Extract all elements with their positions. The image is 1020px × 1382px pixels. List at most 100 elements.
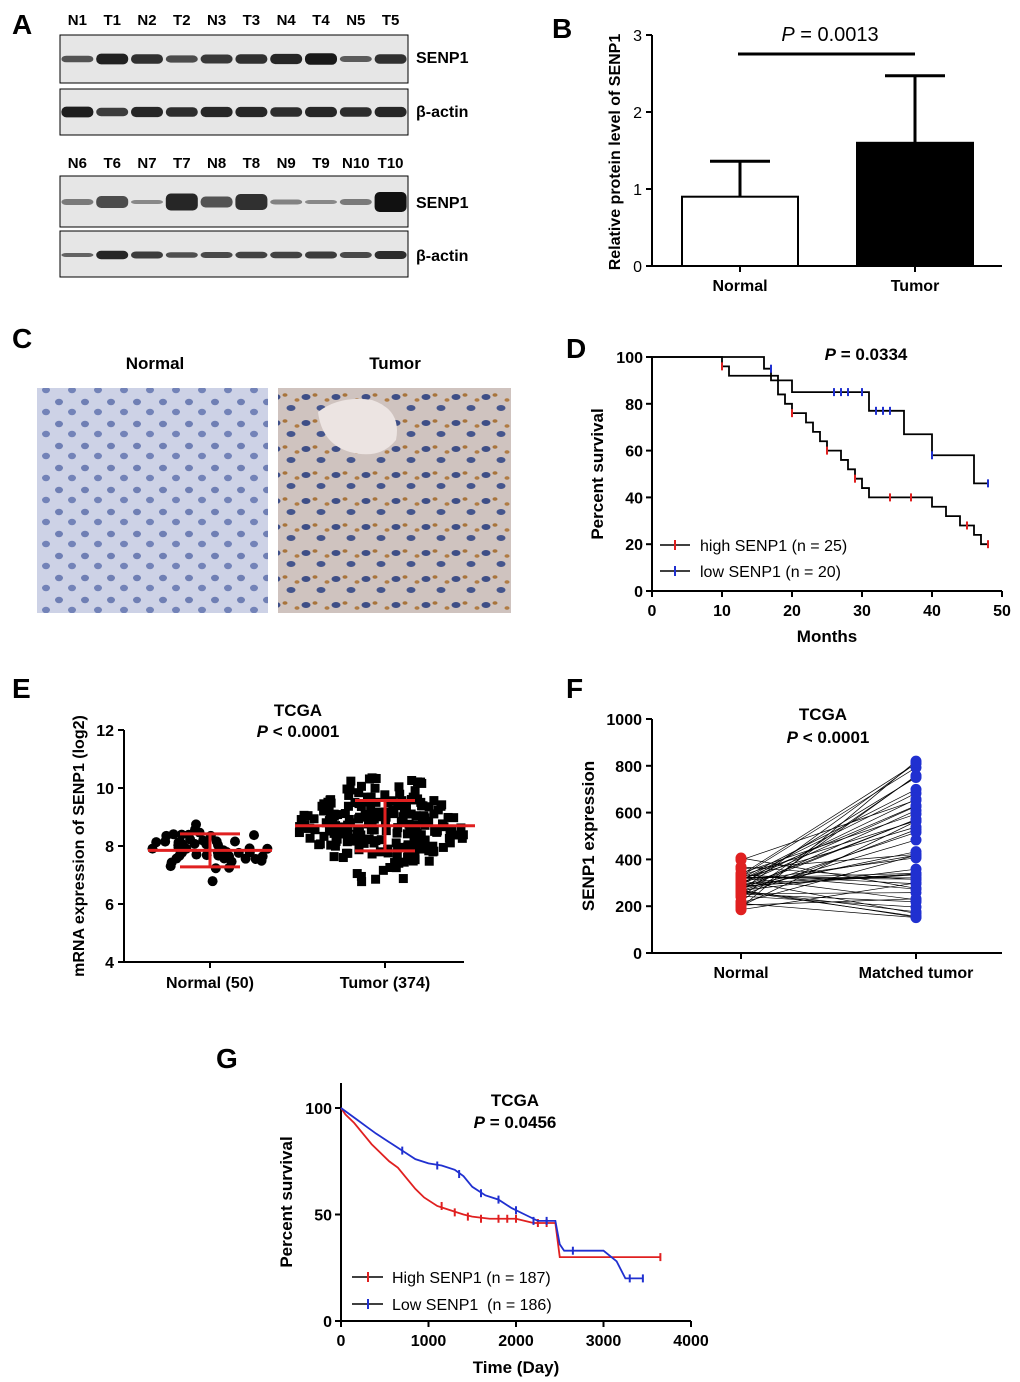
e-point-tumor (319, 831, 329, 841)
e-p-value: P < 0.0001 (257, 722, 340, 741)
g-xtick-label: 3000 (586, 1333, 622, 1350)
f-point-tumor (910, 815, 922, 827)
e-point-tumor (424, 846, 434, 856)
f-pair-line (740, 893, 917, 903)
e-point-tumor (386, 807, 396, 817)
f-point-tumor (910, 863, 922, 875)
f-p-value: P < 0.0001 (787, 728, 870, 747)
g-ytick-label: 0 (323, 1314, 332, 1331)
f-pair-line (740, 880, 917, 914)
blot-bottom-lane-label: T9 (312, 155, 330, 172)
paired-plot-f: 0 200 400 600 800 1000 Normal Matched tumor SE… (579, 705, 1002, 982)
e-point-tumor (446, 828, 456, 838)
blot-top-lane-label: N1 (68, 12, 87, 29)
e-point-tumor (411, 811, 421, 821)
blot-label-actin-top: β-actin (416, 104, 468, 121)
g-xtick-label: 1000 (411, 1333, 447, 1350)
e-point-tumor (343, 801, 353, 811)
blot-bottom-actin-band (165, 252, 198, 258)
blot-top-actin-band (235, 106, 268, 118)
g-legend-high: High SENP1 (n = 187) (392, 1270, 551, 1287)
e-p-rest: < 0.0001 (268, 722, 339, 741)
g-xtick-label: 0 (337, 1333, 346, 1350)
b-ytick-label: 0 (633, 259, 642, 276)
blot-top-senp1-band (61, 55, 94, 63)
d-ytick-label: 100 (616, 350, 643, 367)
g-legend-low: Low SENP1 (n = 186) (392, 1297, 552, 1314)
e-point-tumor (296, 815, 306, 825)
blot-top-actin-band (339, 107, 372, 117)
blot-top-actin-band (270, 107, 303, 117)
blot-bottom-lane-label: N7 (137, 155, 156, 172)
panel-label-a: A (12, 9, 32, 40)
e-ytick-label: 8 (105, 839, 114, 856)
e-point-tumor (410, 855, 420, 865)
f-point-tumor (910, 770, 922, 782)
e-title: TCGA (274, 701, 322, 720)
d-ytick-label: 0 (634, 584, 643, 601)
f-point-tumor (910, 826, 922, 838)
e-point-tumor (380, 790, 390, 800)
d-p-rest: = 0.0334 (836, 345, 908, 364)
d-legend-high: high SENP1 (n = 25) (700, 538, 847, 555)
d-ytick-label: 60 (625, 444, 643, 461)
e-point-tumor (452, 830, 462, 840)
g-legend: High SENP1 (n = 187) Low SENP1 (n = 186) (352, 1270, 552, 1314)
f-pair-line (740, 767, 917, 877)
blot-bottom-actin-band (96, 250, 129, 260)
e-point-tumor (303, 811, 313, 821)
f-point-normal (735, 874, 747, 886)
e-point-tumor (356, 781, 366, 791)
blot-top-lane-label: T5 (382, 12, 400, 29)
d-xtick-label: 0 (648, 603, 657, 620)
blot-top-lane-label: N4 (277, 12, 297, 29)
blot-bottom-actin-band (61, 253, 94, 257)
f-pair-line (740, 839, 917, 893)
blot-bottom-senp1-band (96, 196, 129, 208)
blot-top-senp1-band (200, 54, 233, 64)
g-ytick-label: 50 (314, 1208, 332, 1225)
dot-plot-e: 4 6 8 10 12 Normal (50) Tumor (374) mRNA expr… (71, 701, 475, 992)
e-point-tumor (370, 773, 380, 783)
f-pair-line (740, 889, 917, 918)
e-ytick-label: 4 (105, 955, 114, 972)
f-point-tumor (910, 787, 922, 799)
ihc-tumor-label: Tumor (369, 354, 421, 373)
ihc-panel: Normal Tumor (37, 354, 511, 613)
blot-bottom-senp1-band (374, 192, 407, 212)
f-pair-line (740, 829, 917, 897)
f-pair-line (740, 821, 917, 907)
f-p-letter: P (787, 728, 799, 747)
panel-label-d: D (566, 333, 586, 364)
d-curve-0 (652, 356, 988, 546)
d-ytick-label: 80 (625, 397, 643, 414)
g-xtick-label: 4000 (673, 1333, 709, 1350)
blot-label-senp1-top: SENP1 (416, 50, 469, 67)
f-pair-line (740, 799, 917, 861)
e-point-tumor (338, 828, 348, 838)
e-point-tumor (363, 819, 373, 829)
e-point-normal (174, 850, 185, 861)
b-p-letter: P (781, 24, 795, 46)
e-point-tumor (410, 848, 420, 858)
e-ytick-label: 10 (96, 781, 114, 798)
f-pair-line (740, 868, 917, 891)
e-point-tumor (346, 776, 356, 786)
e-point-tumor (402, 829, 412, 839)
blot-top-actin-band (200, 106, 233, 118)
blot-top-actin-band (96, 107, 129, 117)
d-p-letter: P (825, 345, 837, 364)
e-point-tumor (325, 795, 335, 805)
b-p-value: P = 0.0013 (781, 24, 878, 46)
blot-label-senp1-bottom: SENP1 (416, 195, 469, 212)
blot-bottom-senp1-band (61, 199, 94, 205)
f-point-normal (735, 852, 747, 864)
blot-bottom-actin-band (304, 251, 338, 259)
blot-top-lane-label: N3 (207, 12, 226, 29)
e-point-tumor (352, 869, 362, 879)
e-point-tumor (354, 824, 364, 834)
e-point-tumor (354, 799, 364, 809)
blot-bottom-senp1-band (339, 199, 372, 205)
e-point-tumor (444, 833, 454, 843)
e-point-tumor (394, 858, 404, 868)
